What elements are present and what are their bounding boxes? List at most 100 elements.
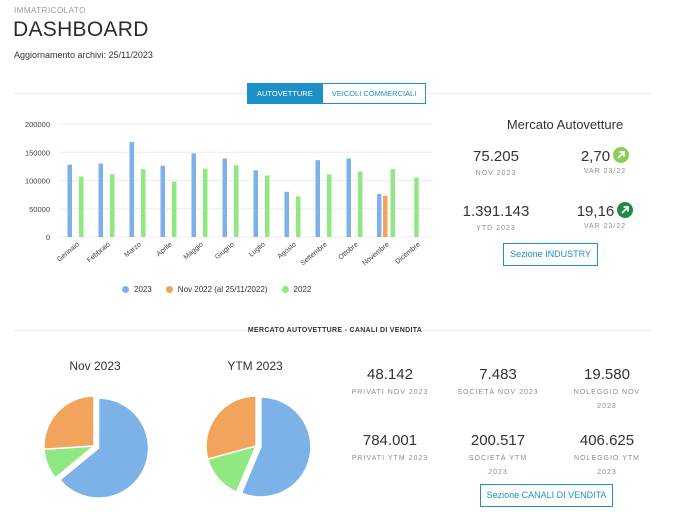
bar-2022 [296, 196, 301, 237]
stat-societa-ytm: 200.517 SOCIETÀ YTM 2023 [460, 432, 536, 480]
stat-societa-nov: 7.483 SOCIETÀ NOV 2023 [448, 366, 548, 400]
x-tick-label: Dicembre [394, 241, 422, 266]
pie-slice-noleggio [205, 395, 257, 461]
kpi-value: 1.391.143 [462, 203, 530, 220]
divider-left [14, 93, 248, 94]
bar-2023 [67, 164, 72, 237]
bar-2023 [222, 158, 227, 237]
kpi-label: NOV 2023 [475, 170, 517, 177]
kpi-var-nov: 2,70 VAR 23/22 [550, 147, 660, 176]
industry-section-button[interactable]: Sezione INDUSTRY [503, 243, 598, 266]
stat-label: NOLEGGIO YTM 2023 [574, 455, 640, 476]
arrow-up-right-icon [613, 147, 630, 164]
stat-noleggio-nov: 19.580 NOLEGGIO NOV 2023 [566, 366, 648, 414]
pie-slice-noleggio [43, 395, 95, 451]
divider-right [420, 93, 652, 94]
y-tick-label: 50000 [29, 205, 50, 214]
arrow-up-right-icon [617, 202, 634, 219]
stat-privati-nov: 48.142 PRIVATI NOV 2023 [340, 366, 440, 400]
kpi-label: VAR 23/22 [583, 223, 627, 231]
pie-nov-title: Nov 2023 [69, 359, 121, 373]
legend-label: 2022 [293, 285, 312, 294]
pie-chart-nov [43, 395, 150, 499]
bar-2023 [191, 153, 196, 237]
legend-item-2022[interactable]: 2022 [281, 285, 312, 294]
bar-2022 [110, 174, 115, 237]
sales-channels-section-button[interactable]: Sezione CANALI DI VENDITA [480, 484, 613, 507]
y-tick-label: 100000 [25, 177, 50, 186]
kpi-label: VAR 23/22 [583, 168, 627, 176]
pie-slice-privati [58, 397, 150, 499]
tab-autovetture[interactable]: AUTOVETTURE [247, 83, 323, 104]
bar-2022 [203, 168, 208, 237]
divider-left-2 [14, 330, 248, 331]
divider-right-2 [420, 330, 652, 331]
bar-2023 [284, 191, 289, 237]
stat-label: PRIVATI YTM 2023 [351, 455, 429, 462]
page-overline: IMMATRICOLATO [14, 6, 86, 15]
market-title: Mercato Autovetture [506, 117, 624, 132]
bar-2022 [172, 181, 177, 237]
stat-value: 48.142 [367, 366, 413, 383]
monthly-registrations-chart: 0 50000 100000 150000 200000 Gennaio Febbraio M… [25, 120, 432, 267]
bar-2022 [265, 175, 270, 237]
pie-chart-ytm [205, 395, 312, 498]
legend-dot-icon [122, 286, 129, 293]
bar-2022 [141, 169, 146, 237]
bar-2022 [358, 171, 363, 237]
x-tick-label: Marzo [123, 241, 142, 259]
stat-label: PRIVATI NOV 2023 [351, 389, 429, 396]
bar-2023 [129, 142, 134, 237]
bar-2022 [390, 169, 395, 237]
x-tick-label: Luglio [248, 241, 267, 258]
bar-2023 [377, 194, 382, 237]
bar-2023 [315, 160, 320, 237]
x-tick-label: Novembre [362, 241, 391, 267]
y-tick-label: 200000 [25, 120, 50, 129]
bar-2023 [160, 165, 165, 237]
stat-value: 19.580 [584, 366, 630, 383]
x-tick-label: Aprile [156, 241, 174, 258]
pie-slice-privati [240, 396, 312, 498]
channels-section-title: MERCATO AUTOVETTURE - CANALI DI VENDITA [247, 327, 423, 334]
x-tick-label: Maggio [183, 241, 205, 261]
bar-2022 [79, 176, 84, 237]
stat-value: 784.001 [362, 432, 418, 449]
kpi-ytd-2023: 1.391.143 YTD 2023 [446, 203, 546, 232]
bar-2023 [346, 158, 351, 237]
bar-nov-2022-al-25-11-2022- [383, 195, 388, 237]
legend-label: 2023 [134, 285, 152, 294]
bar-2023 [98, 163, 103, 237]
bar-2022 [414, 177, 419, 237]
kpi-value: 19,16 [576, 203, 615, 220]
tab-veicoli-commerciali[interactable]: VEICOLI COMMERCIALI [322, 83, 427, 104]
x-tick-label: Settembre [300, 241, 329, 267]
legend-dot-icon [281, 286, 289, 293]
x-tick-label: Giugno [214, 241, 236, 261]
kpi-label: YTD 2023 [476, 225, 516, 232]
x-tick-label: Febbraio [86, 241, 112, 264]
x-tick-label: Gennaio [56, 241, 81, 263]
stat-label: SOCIETÀ YTM 2023 [468, 455, 528, 476]
legend-dot-icon [165, 286, 173, 293]
legend-label: Nov 2022 (al 25/11/2022) [177, 285, 268, 294]
stat-value: 7.483 [479, 366, 517, 383]
kpi-var-ytd: 19,16 VAR 23/22 [550, 202, 660, 231]
kpi-value: 2,70 [580, 148, 611, 165]
bar-2022 [327, 174, 332, 237]
y-tick-label: 150000 [25, 148, 50, 157]
vehicle-tabs: AUTOVETTURE VEICOLI COMMERCIALI [247, 83, 427, 104]
y-tick-label: 0 [46, 233, 50, 242]
kpi-nov-2023: 75.205 NOV 2023 [446, 148, 546, 177]
chart-legend: 2023 Nov 2022 (al 25/11/2022) 2022 [122, 285, 325, 294]
stat-label: NOLEGGIO NOV 2023 [573, 389, 641, 410]
x-tick-label: Ottobre [337, 241, 359, 261]
legend-item-2023[interactable]: 2023 [122, 285, 152, 294]
x-tick-label: Agosto [277, 241, 298, 260]
page-title: DASHBOARD [13, 18, 149, 41]
legend-item-nov-2022[interactable]: Nov 2022 (al 25/11/2022) [165, 285, 268, 294]
stat-value: 200.517 [470, 432, 526, 449]
bar-2023 [253, 170, 258, 237]
bar-2022 [234, 165, 239, 237]
pie-ytm-title: YTM 2023 [227, 359, 283, 373]
